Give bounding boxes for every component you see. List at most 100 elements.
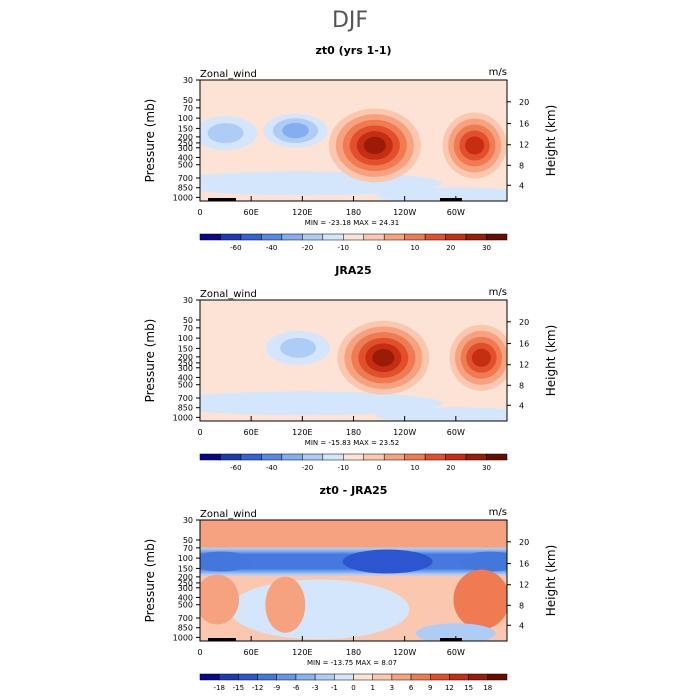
topography [440, 638, 462, 641]
colorbar-box [302, 233, 324, 241]
colorbar-box [295, 673, 316, 681]
colorbar-label: -40 [266, 244, 277, 252]
x-tick-label: 120E [292, 208, 312, 217]
colorbar-box [257, 673, 277, 681]
colorbar-label: -15 [233, 684, 244, 692]
y-tick-label: 250 [178, 139, 193, 148]
y2-axis-label: Height (km) [544, 545, 558, 616]
colorbar-label: 30 [482, 464, 491, 472]
colorbar-box [220, 233, 242, 241]
topography [208, 638, 236, 641]
colorbar-box [314, 673, 335, 681]
y2-tick-label: 4 [519, 621, 524, 630]
colorbar-box [404, 233, 426, 241]
y2-tick-label: 20 [519, 318, 529, 327]
y-axis-label: Pressure (mb) [143, 99, 157, 183]
colorbar-box [449, 673, 469, 681]
positive-core [453, 569, 507, 630]
y-tick-label: 50 [183, 316, 193, 325]
colorbar-label: 6 [409, 684, 414, 692]
y-tick-label: 250 [178, 579, 193, 588]
colorbar-box [410, 673, 431, 681]
y-tick-label: 150 [178, 564, 193, 573]
min-max-stats: MIN = -15.83 MAX = 23.52 [305, 439, 399, 447]
units-label: m/s [489, 67, 507, 78]
westerly-jet-contour [372, 349, 395, 367]
westerly-jet-contour [471, 348, 492, 367]
y2-tick-label: 12 [519, 361, 529, 370]
y-tick-label: 150 [178, 344, 193, 353]
y-tick-label: 250 [178, 359, 193, 368]
x-tick-label: 120W [393, 428, 416, 437]
colorbar-label: -10 [338, 464, 349, 472]
colorbar-box [322, 233, 344, 241]
colorbar-label: 15 [464, 684, 473, 692]
y-tick-label: 70 [183, 544, 193, 553]
colorbar-box [334, 673, 354, 681]
colorbar-box [343, 453, 364, 461]
colorbar-box [468, 673, 489, 681]
colorbar-label: 0 [351, 684, 355, 692]
field-label: Zonal_wind [200, 289, 257, 300]
x-tick-label: 180 [346, 648, 361, 657]
y-tick-label: 70 [183, 324, 193, 333]
y-tick-label: 850 [178, 404, 193, 413]
colorbar-label: -20 [302, 464, 313, 472]
colorbar-box [363, 233, 385, 241]
y-tick-label: 30 [183, 76, 193, 85]
y-tick-label: 50 [183, 96, 193, 105]
negative-core [415, 623, 496, 641]
y-tick-label: 700 [178, 614, 193, 623]
y-tick-label: 70 [183, 104, 193, 113]
y-tick-label: 400 [178, 593, 193, 602]
y-axis-label: Pressure (mb) [143, 539, 157, 623]
figure-title: DJF [331, 8, 369, 33]
colorbar-box [430, 673, 450, 681]
panel-title: JRA25 [334, 264, 371, 277]
panel-title: zt0 (yrs 1-1) [315, 44, 391, 57]
y2-tick-label: 20 [519, 538, 529, 547]
y-tick-label: 850 [178, 184, 193, 193]
colorbar-label: 0 [377, 464, 381, 472]
colorbar-label: 3 [390, 684, 394, 692]
easterly-contour [282, 122, 309, 139]
colorbar-label: -60 [230, 464, 241, 472]
colorbar-box [322, 453, 344, 461]
colorbar-box [353, 673, 373, 681]
y-tick-label: 850 [178, 624, 193, 633]
y-tick-label: 100 [178, 334, 193, 343]
colorbar-box [238, 673, 258, 681]
colorbar-box [281, 453, 303, 461]
colorbar-box [372, 673, 393, 681]
colorbar-label: -20 [302, 244, 313, 252]
y-tick-label: 1000 [173, 193, 193, 202]
min-max-stats: MIN = -23.18 MAX = 24.31 [305, 219, 399, 227]
colorbar-box [424, 453, 446, 461]
easterly-band [200, 391, 443, 416]
panel-model: zt0 (yrs 1-1)Zonal_wind m/s30507010015020… [143, 44, 558, 252]
contour-field [200, 520, 507, 641]
colorbar-label: 0 [377, 244, 381, 252]
easterly-contour [207, 123, 244, 144]
colorbar-box [404, 453, 426, 461]
y-tick-label: 400 [178, 373, 193, 382]
colorbar-box [383, 233, 405, 241]
colorbar-label: -10 [338, 244, 349, 252]
y-tick-label: 150 [178, 124, 193, 133]
x-tick-label: 60W [447, 648, 465, 657]
colorbar-box [261, 453, 283, 461]
y-tick-label: 500 [178, 601, 193, 610]
easterly-contour [280, 337, 317, 358]
x-tick-label: 0 [197, 428, 202, 437]
colorbar-label: 20 [446, 464, 455, 472]
colorbar-box [465, 453, 487, 461]
x-tick-label: 180 [346, 428, 361, 437]
x-tick-label: 0 [197, 648, 202, 657]
negative-core [200, 551, 252, 572]
y-tick-label: 400 [178, 153, 193, 162]
x-tick-label: 120W [393, 648, 416, 657]
y-tick-label: 300 [178, 584, 193, 593]
colorbar-box [343, 233, 364, 241]
colorbar-box [220, 453, 242, 461]
